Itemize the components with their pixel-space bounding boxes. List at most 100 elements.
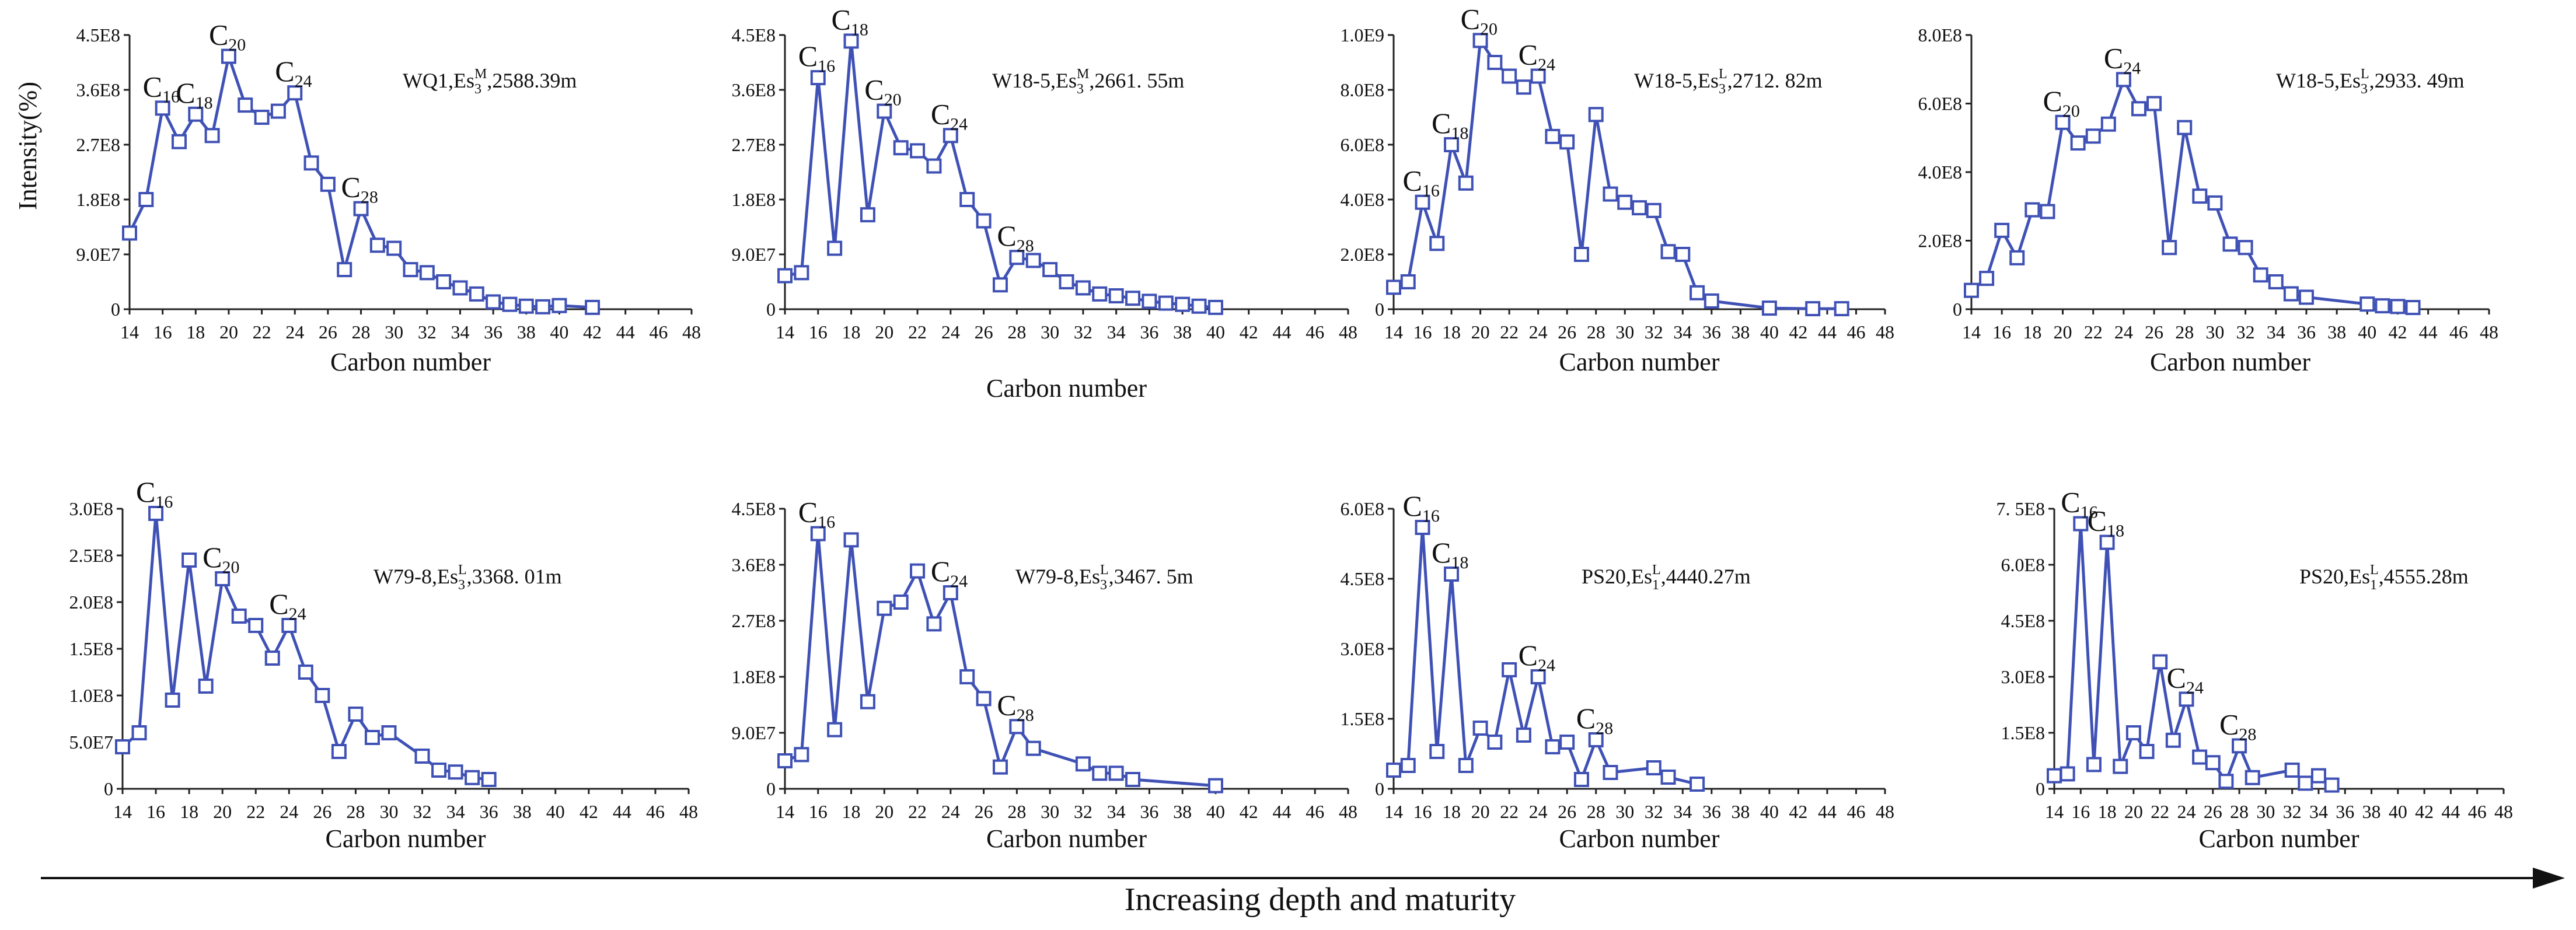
x-tick-label: 22 bbox=[1500, 321, 1519, 342]
data-point-marker bbox=[1646, 760, 1662, 775]
data-point-marker bbox=[810, 70, 826, 86]
y-tick-label: 8.0E8 bbox=[1340, 79, 1384, 100]
y-tick-label: 8.0E8 bbox=[1918, 25, 1962, 46]
y-tick-label: 9.0E7 bbox=[731, 244, 776, 265]
x-tick-label: 42 bbox=[1789, 321, 1807, 342]
x-tick-label: 20 bbox=[219, 321, 238, 342]
x-tick-label: 48 bbox=[1339, 801, 1357, 822]
x-tick-label: 28 bbox=[1007, 321, 1026, 342]
data-point-marker bbox=[381, 725, 397, 740]
data-point-marker bbox=[1075, 756, 1091, 772]
x-tick-label: 48 bbox=[679, 801, 698, 822]
data-point-marker bbox=[122, 225, 137, 241]
x-tick-label: 38 bbox=[1173, 801, 1192, 822]
x-tick-label: 16 bbox=[1992, 321, 2011, 342]
data-point-marker bbox=[535, 299, 551, 314]
carbon-peak-label: C20 bbox=[209, 19, 246, 55]
data-point-marker bbox=[469, 286, 484, 302]
x-tick-label: 22 bbox=[246, 801, 265, 822]
data-point-marker bbox=[1025, 253, 1041, 268]
data-point-marker bbox=[518, 298, 534, 314]
data-point-marker bbox=[1158, 295, 1174, 311]
x-tick-label: 26 bbox=[975, 321, 993, 342]
sample-title: PS20,Es1L,4555.28m bbox=[2299, 562, 2469, 593]
data-point-marker bbox=[215, 571, 231, 586]
data-point-marker bbox=[794, 747, 809, 763]
x-tick-label: 36 bbox=[480, 801, 498, 822]
data-point-marker bbox=[2060, 766, 2075, 782]
data-point-marker bbox=[238, 97, 253, 113]
data-point-marker bbox=[943, 585, 958, 600]
x-tick-label: 26 bbox=[2204, 801, 2222, 822]
data-point-marker bbox=[2025, 202, 2040, 218]
x-tick-label: 36 bbox=[1140, 801, 1158, 822]
depth-arrow-head bbox=[2533, 868, 2565, 889]
data-point-marker bbox=[893, 140, 909, 156]
x-tick-label: 28 bbox=[2230, 801, 2249, 822]
x-tick-label: 24 bbox=[1529, 321, 1548, 342]
x-tick-label: 44 bbox=[1272, 321, 1291, 342]
data-point-marker bbox=[2116, 72, 2131, 88]
x-tick-label: 30 bbox=[379, 801, 398, 822]
data-point-marker bbox=[910, 143, 926, 159]
data-point-marker bbox=[1386, 279, 1401, 295]
chart-panel-2: 0 9.0E7 1.8E8 2.7E8 3.6E8 4.5E8 14 16 18 20 22 24 26… bbox=[731, 3, 1357, 403]
y-tick-label: 1.0E8 bbox=[69, 685, 113, 706]
carbon-peak-label: C18 bbox=[1432, 536, 1468, 572]
data-point-marker bbox=[2009, 250, 2025, 265]
x-tick-label: 16 bbox=[1413, 801, 1432, 822]
data-point-marker bbox=[1472, 721, 1488, 736]
x-tick-label: 44 bbox=[1818, 321, 1837, 342]
data-point-marker bbox=[165, 693, 180, 708]
x-tick-label: 40 bbox=[1206, 801, 1225, 822]
x-axis-title: Carbon number bbox=[986, 824, 1147, 853]
data-point-marker bbox=[1559, 735, 1575, 750]
data-point-marker bbox=[248, 618, 264, 633]
x-tick-label: 28 bbox=[1587, 321, 1605, 342]
data-point-marker bbox=[1545, 739, 1561, 754]
data-point-marker bbox=[926, 158, 942, 174]
data-point-marker bbox=[331, 744, 347, 759]
series-line bbox=[121, 512, 489, 781]
data-point-marker bbox=[1487, 735, 1503, 750]
x-tick-label: 18 bbox=[842, 321, 861, 342]
data-point-marker bbox=[1502, 68, 1517, 84]
x-tick-label: 46 bbox=[1847, 321, 1865, 342]
data-point-marker bbox=[1545, 128, 1561, 144]
data-point-marker bbox=[2283, 286, 2299, 302]
carbon-peak-label: C18 bbox=[2088, 505, 2124, 541]
chart-panel-3: 0 2.0E8 4.0E8 6.0E8 8.0E8 1.0E9 14 16 18 20 22 24 26… bbox=[1340, 2, 1894, 376]
y-tick-label: 0 bbox=[1375, 778, 1384, 799]
x-tick-label: 14 bbox=[120, 321, 139, 342]
carbon-peak-label: C16 bbox=[798, 496, 835, 532]
data-point-marker bbox=[2055, 114, 2071, 130]
data-point-marker bbox=[1632, 200, 1647, 216]
carbon-peak-label: C16 bbox=[798, 40, 835, 76]
x-tick-label: 46 bbox=[2468, 801, 2487, 822]
x-axis-title: Carbon number bbox=[2150, 348, 2310, 376]
x-tick-label: 26 bbox=[1558, 321, 1576, 342]
data-point-marker bbox=[2152, 654, 2168, 670]
y-tick-label: 2.0E8 bbox=[69, 592, 113, 613]
x-tick-label: 38 bbox=[517, 321, 536, 342]
data-point-marker bbox=[2131, 101, 2146, 117]
data-point-marker bbox=[2310, 768, 2326, 784]
x-tick-label: 20 bbox=[213, 801, 232, 822]
x-tick-label: 32 bbox=[2236, 321, 2255, 342]
data-point-marker bbox=[181, 553, 197, 568]
x-tick-label: 28 bbox=[2175, 321, 2194, 342]
data-point-marker bbox=[777, 268, 793, 284]
x-tick-label: 30 bbox=[1615, 321, 1634, 342]
data-point-marker bbox=[2390, 299, 2406, 314]
x-tick-label: 36 bbox=[1702, 321, 1721, 342]
x-tick-label: 20 bbox=[2054, 321, 2072, 342]
y-tick-label: 6.0E8 bbox=[1340, 498, 1384, 519]
data-point-marker bbox=[369, 237, 385, 253]
y-tick-label: 1.8E8 bbox=[76, 189, 120, 210]
data-point-marker bbox=[138, 192, 154, 207]
x-tick-label: 26 bbox=[975, 801, 993, 822]
chart-panel-1: 0 9.0E7 1.8E8 2.7E8 3.6E8 4.5E8 14 16 18 20 22 24 26… bbox=[76, 19, 701, 376]
x-tick-label: 38 bbox=[513, 801, 532, 822]
y-tick-label: 4.0E8 bbox=[1918, 162, 1962, 183]
data-point-marker bbox=[1042, 262, 1058, 278]
